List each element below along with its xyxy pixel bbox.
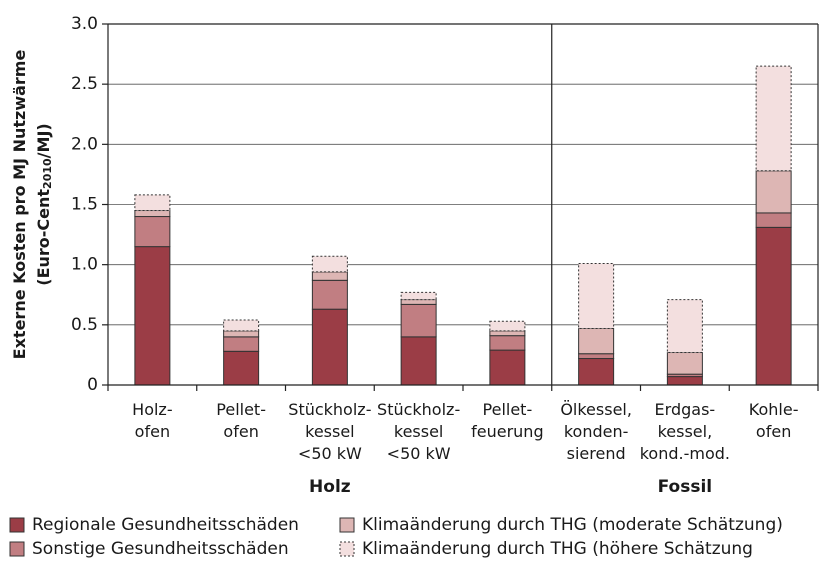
bar-segment — [755, 65, 792, 172]
bar-segment — [311, 255, 348, 273]
bar-segment — [578, 358, 615, 386]
bar-segment — [755, 226, 792, 386]
bar-segment — [489, 320, 526, 332]
legend-swatch — [339, 517, 355, 533]
bar-segment — [134, 216, 171, 248]
legend-swatch — [339, 541, 355, 557]
bar-segment — [223, 336, 260, 352]
bar-segment — [489, 349, 526, 386]
y-tick-label: 2.5 — [71, 74, 98, 94]
bar-segment — [666, 299, 703, 354]
x-tick-label: Ölkessel, konden-sierend — [560, 400, 632, 463]
bar-segment — [311, 308, 348, 386]
bar-segment — [134, 194, 171, 212]
y-label-line: (Euro-Cent — [34, 189, 53, 286]
x-tick-label: Kohle-ofen — [749, 400, 799, 441]
y-label-sub: 2010 — [41, 158, 54, 189]
bar-segment — [223, 350, 260, 386]
bar-segment — [578, 327, 615, 355]
y-tick-label: 2.0 — [71, 134, 98, 154]
bar-segment — [400, 303, 437, 338]
bar-segment — [489, 335, 526, 351]
bar-segment — [400, 336, 437, 386]
x-tick-label: Erdgas-kessel, kond.-mod. — [640, 400, 730, 463]
bar-segment — [134, 210, 171, 218]
y-label-line: Externe Kosten pro MJ Nutzwärme — [10, 50, 29, 360]
bar-segment — [311, 271, 348, 281]
y-tick-label: 3.0 — [71, 14, 98, 34]
y-tick-label: 1.0 — [71, 255, 98, 275]
bar-segment — [223, 319, 260, 332]
legend-swatch — [9, 541, 25, 557]
x-tick-label: Holz-ofen — [132, 400, 172, 441]
bar-segment — [755, 170, 792, 214]
bar-segment — [755, 212, 792, 228]
bar-segment — [223, 330, 260, 338]
y-axis-label: Externe Kosten pro MJ Nutzwärme (Euro-Cen… — [10, 50, 55, 360]
x-tick-label: Stückholz-kessel <50 kW — [288, 400, 371, 463]
y-tick-label: 0 — [87, 375, 98, 395]
bar-segment — [578, 262, 615, 329]
x-tick-label: Stückholz-kessel <50 kW — [377, 400, 460, 463]
x-tick-label: Pellet-feuerung — [471, 400, 543, 441]
legend-swatch — [9, 517, 25, 533]
bar-segment — [400, 291, 437, 301]
y-tick-label: 1.5 — [71, 195, 98, 215]
legend-label: Sonstige Gesundheitsschäden — [32, 539, 289, 559]
legend-label: Regionale Gesundheitsschäden — [32, 515, 299, 535]
bar-segment — [489, 330, 526, 337]
group-label: Fossil — [658, 477, 713, 497]
bar-segment — [134, 246, 171, 386]
y-tick-label: 0.5 — [71, 315, 98, 335]
bar-segment — [311, 279, 348, 310]
bar-segment — [400, 299, 437, 305]
group-label: Holz — [309, 477, 351, 497]
bar-segment — [578, 353, 615, 360]
x-tick-label: Pellet-ofen — [216, 400, 266, 441]
bar-segment — [666, 352, 703, 375]
bar-segment — [666, 376, 703, 386]
y-label-line: /MJ) — [34, 123, 53, 158]
legend-label: Klimaänderung durch THG (moderate Schätz… — [362, 515, 783, 535]
legend-label: Klimaänderung durch THG (höhere Schätzun… — [362, 539, 753, 559]
